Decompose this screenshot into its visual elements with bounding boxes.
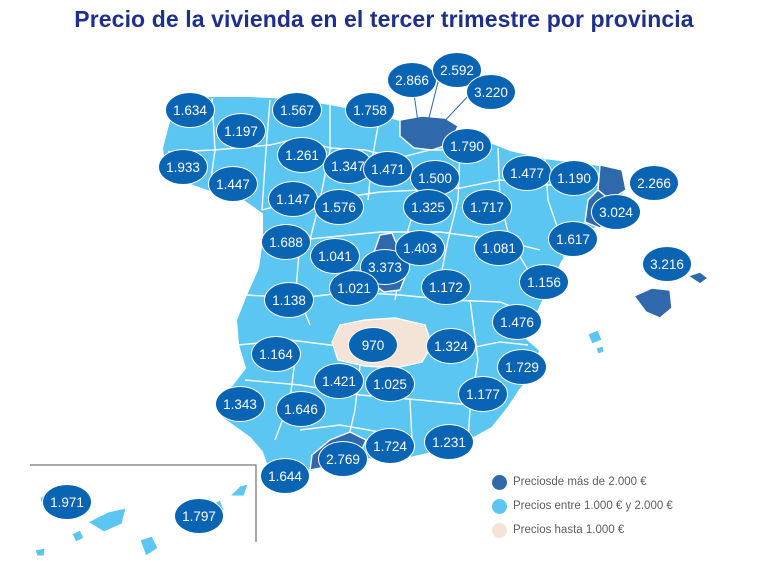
price-bubble-santa-cruz-de-tenerife: 1.971 bbox=[42, 484, 92, 520]
legend-label-high: Preciosde más de 2.000 € bbox=[513, 476, 647, 488]
price-bubble-madrid: 3.373 bbox=[360, 249, 410, 285]
price-bubble-lleida: 1.190 bbox=[549, 160, 599, 196]
legend-label-mid: Precios entre 1.000 € y 2.000 € bbox=[513, 500, 673, 512]
price-bubble-a-coruna: 1.634 bbox=[165, 92, 215, 128]
price-bubble-zamora: 1.147 bbox=[268, 181, 318, 217]
ibiza-island bbox=[587, 329, 603, 345]
price-bubble-lugo: 1.197 bbox=[216, 113, 266, 149]
price-bubble-cordoba: 1.421 bbox=[314, 363, 364, 399]
canary-inset-frame bbox=[30, 464, 257, 542]
price-bubble-valladolid: 1.576 bbox=[314, 189, 364, 225]
price-bubble-araba: 3.220 bbox=[466, 74, 516, 110]
legend-item-low: Precios hasta 1.000 € bbox=[492, 518, 673, 542]
price-bubble-navarra: 1.790 bbox=[442, 128, 492, 164]
price-bubble-salamanca: 1.688 bbox=[261, 224, 311, 260]
price-bubble-malaga: 2.769 bbox=[318, 441, 368, 477]
price-bubble-castellon: 1.156 bbox=[519, 264, 569, 300]
legend-swatch-high bbox=[492, 474, 507, 490]
price-bubble-soria: 1.325 bbox=[403, 189, 453, 225]
legend-item-mid: Precios entre 1.000 € y 2.000 € bbox=[492, 494, 673, 518]
map-legend: Preciosde más de 2.000 € Precios entre 1… bbox=[492, 470, 673, 542]
price-bubble-zaragoza: 1.717 bbox=[462, 189, 512, 225]
legend-item-high: Preciosde más de 2.000 € bbox=[492, 470, 673, 494]
price-bubble-tarragona: 1.617 bbox=[548, 221, 598, 257]
lanzarote-island bbox=[228, 483, 249, 497]
price-bubble-toledo: 1.021 bbox=[329, 270, 379, 306]
price-bubble-ciudad-real: 970 bbox=[348, 327, 398, 363]
price-bubble-asturias: 1.567 bbox=[272, 92, 322, 128]
legend-swatch-mid bbox=[492, 498, 507, 514]
gran-canaria-island bbox=[139, 535, 159, 557]
price-bubble-cuenca: 1.172 bbox=[421, 269, 471, 305]
tenerife-island bbox=[86, 507, 127, 533]
price-bubble-gipuzkoa: 2.592 bbox=[432, 52, 482, 88]
price-bubble-burgos: 1.471 bbox=[363, 151, 413, 187]
price-bubble-albacete: 1.324 bbox=[426, 328, 476, 364]
el-hierro-island bbox=[34, 547, 46, 557]
formentera-island bbox=[595, 345, 605, 355]
price-bubble-almeria: 1.231 bbox=[424, 424, 474, 460]
price-bubble-jaen: 1.025 bbox=[365, 366, 415, 402]
price-bubble-cantabria: 1.758 bbox=[345, 92, 395, 128]
price-bubble-teruel: 1.081 bbox=[474, 230, 524, 266]
price-bubble-ourense: 1.447 bbox=[208, 166, 258, 202]
price-bubble-girona: 2.266 bbox=[629, 165, 679, 201]
price-bubble-las-palmas: 1.797 bbox=[174, 498, 224, 534]
price-bubble-illes-balears: 3.216 bbox=[642, 246, 692, 282]
price-bubble-barcelona: 3.024 bbox=[591, 194, 641, 230]
price-bubble-granada: 1.724 bbox=[365, 428, 415, 464]
price-bubble-huesca: 1.477 bbox=[502, 155, 552, 191]
legend-label-low: Precios hasta 1.000 € bbox=[513, 524, 625, 536]
price-bubble-alicante: 1.729 bbox=[497, 349, 547, 385]
price-bubble-sevilla: 1.646 bbox=[276, 391, 326, 427]
mallorca-island bbox=[632, 287, 673, 319]
price-bubble-murcia: 1.177 bbox=[458, 376, 508, 412]
price-bubble-avila: 1.041 bbox=[310, 238, 360, 274]
la-gomera-island bbox=[71, 529, 85, 543]
price-bubble-pontevedra: 1.933 bbox=[158, 149, 208, 185]
menorca-island bbox=[686, 271, 710, 285]
price-bubble-cadiz: 1.644 bbox=[260, 458, 310, 494]
price-bubble-badajoz: 1.164 bbox=[251, 336, 301, 372]
price-bubble-huelva: 1.343 bbox=[215, 386, 265, 422]
price-bubble-guadalajara: 1.403 bbox=[395, 230, 445, 266]
price-bubble-leon: 1.261 bbox=[277, 137, 327, 173]
legend-swatch-low bbox=[492, 522, 507, 538]
price-bubble-caceres: 1.138 bbox=[264, 282, 314, 318]
map-title: Precio de la vivienda en el tercer trime… bbox=[74, 6, 694, 32]
price-bubble-bizkaia: 2.866 bbox=[387, 62, 437, 98]
price-bubble-valencia: 1.476 bbox=[492, 304, 542, 340]
